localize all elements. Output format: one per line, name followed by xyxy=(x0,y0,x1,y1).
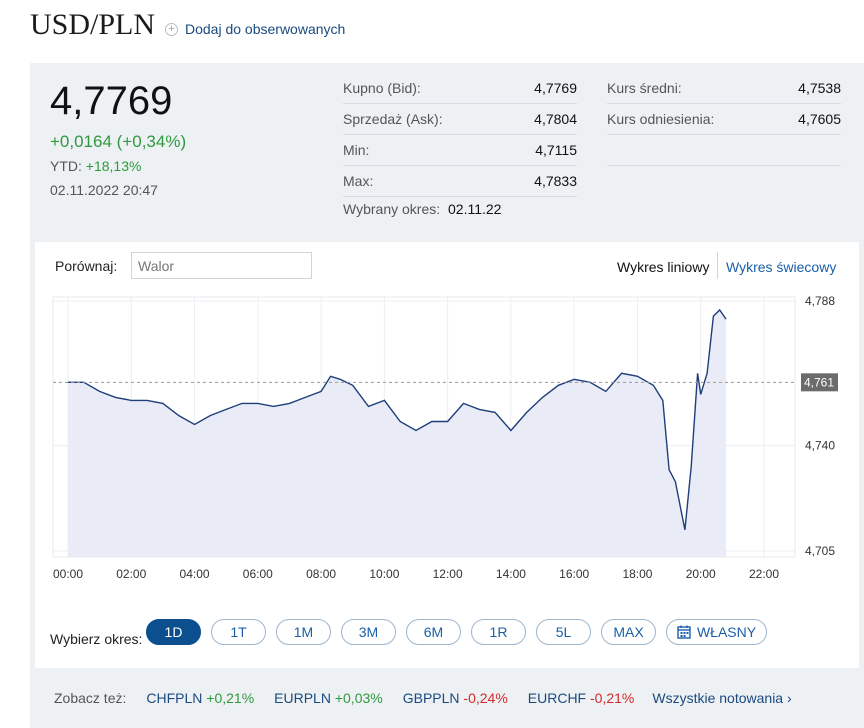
period-selector-label: Wybierz okres: xyxy=(50,631,143,647)
candle-chart-tab[interactable]: Wykres świecowy xyxy=(726,259,837,275)
ytd-label: YTD: xyxy=(50,158,82,174)
x-tick-label: 18:00 xyxy=(622,567,652,581)
stat-value: 4,7804 xyxy=(534,111,577,127)
related-gbppln[interactable]: GBPPLN -0,24% xyxy=(402,690,508,706)
period-label: Wybrany okres: xyxy=(343,201,441,217)
price-change: +0,0164 (+0,34%) xyxy=(50,132,187,151)
x-tick-label: 06:00 xyxy=(243,567,273,581)
x-tick-label: 16:00 xyxy=(559,567,589,581)
calendar-icon xyxy=(677,625,691,639)
stat-value: 4,7605 xyxy=(798,111,841,127)
compare-label: Porównaj: xyxy=(55,258,118,274)
x-tick-label: 22:00 xyxy=(749,567,779,581)
stat-divider xyxy=(607,135,841,166)
period-button-3m[interactable]: 3M xyxy=(341,619,396,645)
stat-label: Min: xyxy=(343,142,370,158)
x-tick-label: 14:00 xyxy=(496,567,526,581)
chart-container: Porównaj: Walor Wykres liniowy Wykres św… xyxy=(35,242,859,668)
period-button-1r[interactable]: 1R xyxy=(471,619,526,645)
stat-min: Min: 4,7115 xyxy=(343,135,577,166)
reference-label: 4,761 xyxy=(804,375,834,389)
related-chfpln[interactable]: CHFPLN +0,21% xyxy=(146,690,255,706)
stat-label: Kupno (Bid): xyxy=(343,80,421,96)
x-tick-label: 10:00 xyxy=(369,567,399,581)
quote-panel: 4,7769 +0,0164 (+0,34%) YTD: +18,13% 02.… xyxy=(30,63,864,728)
stat-average: Kurs średni: 4,7538 xyxy=(607,73,841,104)
stat-label: Kurs odniesienia: xyxy=(607,111,715,127)
stat-reference: Kurs odniesienia: 4,7605 xyxy=(607,104,841,135)
reference-label-box xyxy=(801,373,838,392)
compare-input[interactable]: Walor xyxy=(131,252,312,279)
watch-label: Dodaj do obserwowanych xyxy=(185,21,346,37)
x-tick-label: 08:00 xyxy=(306,567,336,581)
line-chart-tab[interactable]: Wykres liniowy xyxy=(617,259,710,275)
series-line xyxy=(68,308,727,531)
y-tick-label: 4,788 xyxy=(805,294,835,308)
x-tick-label: 02:00 xyxy=(116,567,146,581)
period-button-max[interactable]: MAX xyxy=(601,619,656,645)
period-button-custom[interactable]: WŁASNY xyxy=(666,619,767,645)
x-tick-label: 12:00 xyxy=(433,567,463,581)
stat-value: 4,7833 xyxy=(534,173,577,189)
stat-value: 4,7538 xyxy=(798,80,841,96)
page-title: USD/PLN xyxy=(30,8,156,41)
period-button-1t[interactable]: 1T xyxy=(211,619,266,645)
related-eurchf[interactable]: EURCHF -0,21% xyxy=(527,690,635,706)
see-also-label: Zobacz też: xyxy=(54,690,127,706)
period-button-5l[interactable]: 5L xyxy=(536,619,591,645)
see-also-bar: Zobacz też: CHFPLN +0,21% EURPLN +0,03% … xyxy=(54,690,792,706)
y-tick-label: 4,740 xyxy=(805,439,835,453)
ytd-change: YTD: +18,13% xyxy=(50,158,141,174)
plus-icon: + xyxy=(165,22,178,36)
stat-value: 4,7115 xyxy=(535,142,577,158)
stat-value: 4,7769 xyxy=(534,80,577,96)
stat-label: Sprzedaż (Ask): xyxy=(343,111,443,127)
y-tick-label: 4,705 xyxy=(805,544,835,558)
related-eurpln[interactable]: EURPLN +0,03% xyxy=(274,690,383,706)
x-tick-label: 04:00 xyxy=(180,567,210,581)
series-area xyxy=(68,310,726,557)
stat-label: Kurs średni: xyxy=(607,80,682,96)
current-price: 4,7769 xyxy=(50,79,173,123)
stat-max: Max: 4,7833 xyxy=(343,166,577,197)
period-button-1d[interactable]: 1D xyxy=(146,619,201,645)
chevron-right-icon: › xyxy=(786,690,792,706)
selected-period: Wybrany okres: 02.11.22 xyxy=(343,201,501,217)
stat-bid: Kupno (Bid): 4,7769 xyxy=(343,73,577,104)
stat-label: Max: xyxy=(343,173,374,189)
x-tick-label: 20:00 xyxy=(686,567,716,581)
add-to-watchlist-link[interactable]: + Dodaj do obserwowanych xyxy=(165,21,345,37)
stat-ask: Sprzedaż (Ask): 4,7804 xyxy=(343,104,577,135)
ytd-value: +18,13% xyxy=(85,158,142,174)
custom-period-label: WŁASNY xyxy=(696,624,757,640)
quote-datetime: 02.11.2022 20:47 xyxy=(50,182,158,198)
tab-divider xyxy=(717,252,718,279)
period-button-1m[interactable]: 1M xyxy=(276,619,331,645)
period-button-6m[interactable]: 6M xyxy=(406,619,461,645)
x-tick-label: 00:00 xyxy=(53,567,83,581)
price-chart[interactable]: 4,761 4,788 4,740 4,705 00:00 02:00 04:00 06:00… xyxy=(35,242,859,612)
period-value: 02.11.22 xyxy=(448,201,502,217)
all-quotes-link[interactable]: Wszystkie notowania › xyxy=(652,690,792,706)
